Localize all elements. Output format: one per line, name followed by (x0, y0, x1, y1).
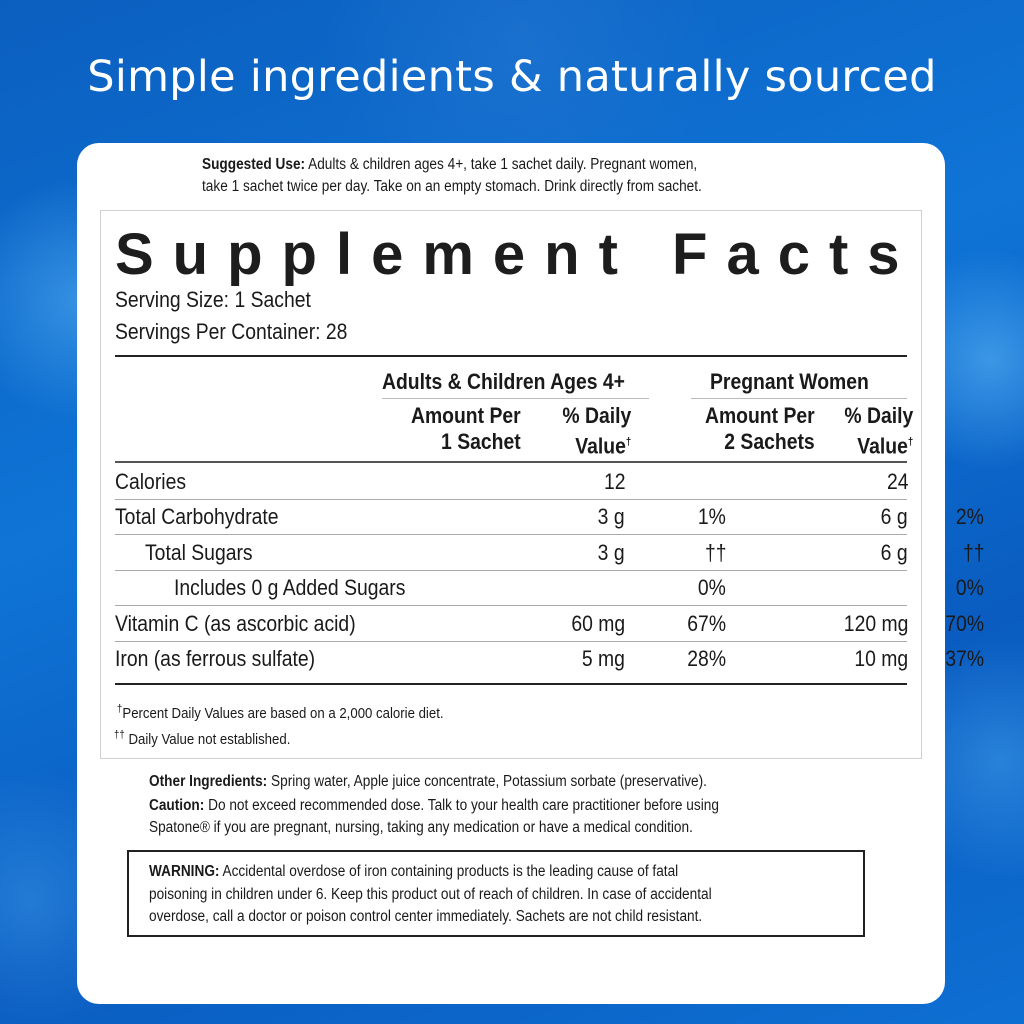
nutrient-d1: †† (704, 539, 726, 565)
nutrient-d1: 0% (698, 575, 726, 601)
dv-header-2: % Daily Value† (844, 403, 913, 459)
nutrient-name: Total Sugars (145, 539, 253, 565)
suggested-use-line2: take 1 sachet twice per day. Take on an … (202, 178, 702, 195)
nutrient-a1: 3 g (598, 504, 625, 530)
nutrient-a2: 120 mg (843, 610, 908, 636)
nutrient-a2: 10 mg (854, 646, 908, 671)
nutrient-d2: 37% (945, 646, 984, 671)
facts-title: Supplement Facts (115, 222, 919, 287)
nutrient-name: Total Carbohydrate (115, 504, 279, 530)
nutrient-d2: 2% (956, 504, 984, 530)
servings-per-container: Servings Per Container: 28 (115, 319, 348, 344)
other-ingredients: Other Ingredients: Spring water, Apple j… (149, 773, 707, 790)
nutrient-d1: 1% (698, 504, 726, 530)
nutrient-a1: 3 g (598, 539, 625, 565)
nutrient-a1: 12 (603, 469, 625, 494)
footnote-1: †Percent Daily Values are based on a 2,0… (117, 703, 444, 722)
nutrient-name: Vitamin C (as ascorbic acid) (115, 610, 356, 636)
caution: Caution: Do not exceed recommended dose.… (149, 797, 719, 836)
suggested-use: Suggested Use: Adults & children ages 4+… (202, 154, 702, 198)
nutrient-name: Includes 0 g Added Sugars (174, 575, 406, 601)
divider (382, 398, 649, 399)
table-row: Total Sugars 3 g †† 6 g †† (115, 536, 984, 571)
divider (115, 461, 907, 463)
nutrient-a1: 5 mg (581, 646, 625, 671)
nutrient-d2: †† (962, 539, 984, 565)
divider (691, 398, 907, 399)
nutrient-a2: 6 g (881, 539, 908, 565)
supplement-facts-panel: Supplement Facts Serving Size: 1 Sachet … (100, 210, 984, 759)
table-row: Total Carbohydrate 3 g 1% 6 g 2% (115, 500, 984, 536)
group-adults: Adults & Children Ages 4+ (382, 369, 625, 394)
nutrient-name: Calories (115, 469, 187, 494)
warning-box: WARNING: Accidental overdose of iron con… (127, 850, 865, 937)
nutrient-a1: 60 mg (571, 610, 625, 636)
headline: Simple ingredients & naturally sourced (87, 52, 937, 102)
group-pregnant: Pregnant Women (710, 369, 869, 394)
nutrient-d1: 67% (687, 610, 726, 636)
nutrient-name: Iron (as ferrous sulfate) (115, 646, 316, 671)
footnote-2: †† Daily Value not established. (114, 729, 291, 748)
suggested-use-label: Suggested Use: (202, 156, 306, 173)
table-row: Calories 12 24 (115, 465, 908, 500)
nutrient-d1: 28% (687, 646, 726, 671)
table-row: Vitamin C (as ascorbic acid) 60 mg 67% 120 … (115, 607, 984, 642)
table-row: Iron (as ferrous sulfate) 5 mg 28% 10 mg 37% (115, 642, 984, 677)
amount-header-2: Amount Per 2 Sachets (705, 403, 815, 454)
amount-header-1: Amount Per 1 Sachet (411, 403, 521, 454)
table-row: Includes 0 g Added Sugars 0% 0% (115, 571, 984, 607)
dv-header-1: % Daily Value† (562, 403, 631, 459)
nutrient-a2: 24 (886, 469, 908, 494)
nutrient-a2: 6 g (881, 504, 908, 530)
nutrient-d2: 70% (945, 610, 984, 636)
suggested-use-line1: Adults & children ages 4+, take 1 sachet… (308, 156, 698, 173)
divider (115, 355, 907, 357)
divider (115, 683, 907, 685)
supplement-card: Suggested Use: Adults & children ages 4+… (77, 143, 984, 1004)
nutrient-d2: 0% (956, 575, 984, 601)
serving-size: Serving Size: 1 Sachet (115, 287, 311, 312)
